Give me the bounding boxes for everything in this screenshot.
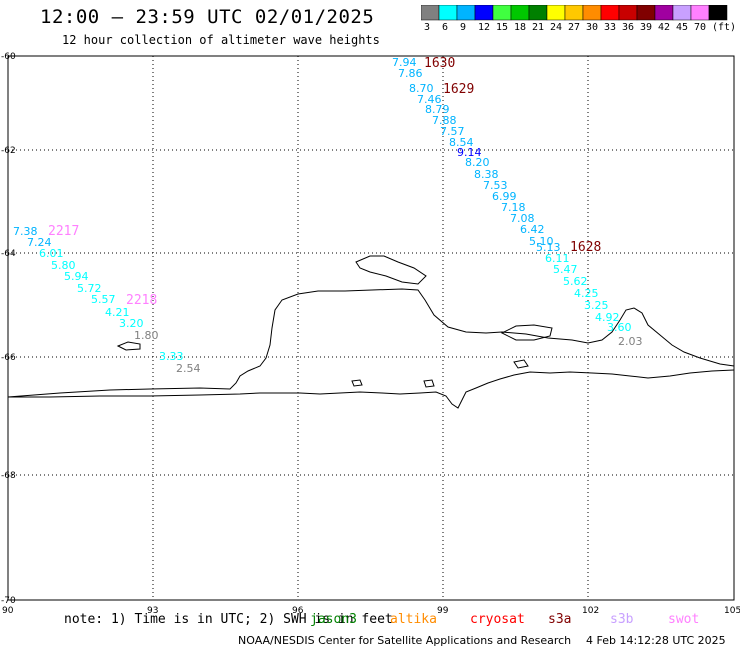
x-tick-label: 105 bbox=[724, 606, 740, 616]
swh-value: 3.25 bbox=[584, 299, 609, 312]
swh-value: 4.21 bbox=[105, 306, 130, 319]
swh-value: 8.20 bbox=[465, 156, 490, 169]
island bbox=[351, 379, 363, 387]
color-scale-label: 12 bbox=[478, 22, 491, 33]
color-scale-label: 45 bbox=[676, 22, 689, 33]
page-title: 12:00 – 23:59 UTC 02/01/2025 bbox=[40, 6, 375, 28]
x-tick-label: 93 bbox=[147, 606, 158, 616]
swh-value: 8.70 bbox=[409, 82, 434, 95]
legend-item: jason3 bbox=[310, 612, 357, 627]
footer-note: note: 1) Time is in UTC; 2) SWH is in fe… bbox=[64, 612, 393, 627]
swh-value: 5.94 bbox=[64, 270, 89, 283]
color-scale-labels: 3 6 9 12 15 18 21 24 27 30 33 36 39 42 45 70 (ft) bbox=[421, 22, 740, 34]
color-scale-label: 9 bbox=[460, 22, 467, 33]
swh-value: 4.25 bbox=[574, 287, 599, 300]
island bbox=[500, 324, 553, 341]
color-scale-swatch bbox=[708, 5, 728, 21]
color-scale-label: 70 bbox=[694, 22, 707, 33]
pass-label: 1628 bbox=[570, 240, 601, 255]
color-scale-bar bbox=[421, 5, 728, 21]
map-frame bbox=[7, 55, 735, 601]
y-tick-label: -64 bbox=[1, 249, 16, 259]
swh-value: 7.57 bbox=[440, 125, 465, 138]
y-tick-label: -66 bbox=[1, 353, 16, 363]
legend-item: altika bbox=[390, 612, 437, 627]
swh-value: 2.03 bbox=[618, 335, 643, 348]
pass-label: 1629 bbox=[443, 82, 474, 97]
island bbox=[116, 341, 141, 351]
legend-item: s3a bbox=[548, 612, 572, 627]
swh-value: 4.92 bbox=[595, 311, 620, 324]
swh-value: 7.38 bbox=[13, 225, 38, 238]
swh-value: 7.08 bbox=[510, 212, 535, 225]
color-scale-label: 18 bbox=[514, 22, 527, 33]
pass-label: 2217 bbox=[48, 224, 79, 239]
y-tick-label: -70 bbox=[1, 596, 16, 606]
y-tick-label: -68 bbox=[1, 471, 16, 481]
pass-label: 2218 bbox=[126, 293, 157, 308]
altimeter-values: 7.947.86 8.707.468.797.887.578.549.148.20… bbox=[13, 56, 643, 375]
color-scale-label: 15 bbox=[496, 22, 509, 33]
swh-value: 8.79 bbox=[425, 103, 450, 116]
swh-value: 6.11 bbox=[545, 252, 570, 265]
swh-value: 5.47 bbox=[553, 263, 578, 276]
swh-value: 3.60 bbox=[607, 321, 632, 334]
color-scale-label: 33 bbox=[604, 22, 617, 33]
swh-value: 7.86 bbox=[398, 67, 423, 80]
swh-value: 6.01 bbox=[39, 247, 64, 260]
y-tick-label: -62 bbox=[1, 146, 16, 156]
island bbox=[513, 359, 529, 369]
pass-labels: 1630 1629 1628 2217 2218 bbox=[48, 56, 601, 308]
color-scale-label: 3 bbox=[424, 22, 431, 33]
pass-label: 1630 bbox=[424, 56, 455, 71]
color-scale-label: 39 bbox=[640, 22, 653, 33]
swh-value: 3.20 bbox=[119, 317, 144, 330]
swh-value: 3.33 bbox=[159, 350, 184, 363]
swh-value: 7.46 bbox=[417, 93, 442, 106]
coastline bbox=[7, 288, 735, 409]
graticule bbox=[8, 56, 734, 600]
color-scale-label: 21 bbox=[532, 22, 545, 33]
axis-tick-labels: 90 93 96 99 102 105 -60 -62 -64 -66 -68 -70 bbox=[1, 52, 740, 616]
legend-item: swot bbox=[668, 612, 700, 627]
swh-value: 5.62 bbox=[563, 275, 588, 288]
island bbox=[423, 379, 435, 388]
color-scale-label: (ft) bbox=[712, 22, 737, 33]
color-scale-label: 6 bbox=[442, 22, 449, 33]
color-scale-label: 30 bbox=[586, 22, 599, 33]
y-tick-label: -60 bbox=[1, 52, 16, 62]
swh-value: 8.38 bbox=[474, 168, 499, 181]
swh-value: 7.24 bbox=[27, 236, 52, 249]
color-scale-label: 24 bbox=[550, 22, 563, 33]
page-subtitle: 12 hour collection of altimeter wave hei… bbox=[62, 33, 380, 47]
credit-text: NOAA/NESDIS Center for Satellite Applica… bbox=[238, 634, 572, 647]
generated-timestamp: 4 Feb 14:12:28 UTC 2025 bbox=[586, 634, 726, 647]
swh-value: 5.72 bbox=[77, 282, 102, 295]
color-scale-label: 27 bbox=[568, 22, 581, 33]
swh-value: 1.80 bbox=[134, 329, 159, 342]
color-scale-label: 42 bbox=[658, 22, 671, 33]
swh-value: 5.57 bbox=[91, 293, 116, 306]
x-tick-label: 102 bbox=[582, 606, 599, 616]
x-tick-label: 96 bbox=[292, 606, 304, 616]
island bbox=[355, 255, 427, 285]
swh-value: 8.54 bbox=[449, 136, 474, 149]
swh-value: 6.42 bbox=[520, 223, 545, 236]
swh-value: 2.54 bbox=[176, 362, 201, 375]
swh-value: 5.13 bbox=[536, 241, 561, 254]
swh-value: 7.53 bbox=[483, 179, 508, 192]
swh-value: 9.14 bbox=[457, 146, 482, 159]
swh-value: 5.80 bbox=[51, 259, 76, 272]
swh-value: 7.94 bbox=[392, 56, 417, 69]
swh-value: 7.18 bbox=[501, 201, 526, 214]
x-tick-label: 90 bbox=[2, 606, 14, 616]
x-tick-label: 99 bbox=[437, 606, 449, 616]
swh-value: 7.88 bbox=[432, 114, 457, 127]
legend-item: cryosat bbox=[470, 612, 525, 627]
swh-value: 5.10 bbox=[529, 235, 554, 248]
legend-item: s3b bbox=[610, 612, 634, 627]
swh-value: 6.99 bbox=[492, 190, 517, 203]
color-scale-label: 36 bbox=[622, 22, 635, 33]
